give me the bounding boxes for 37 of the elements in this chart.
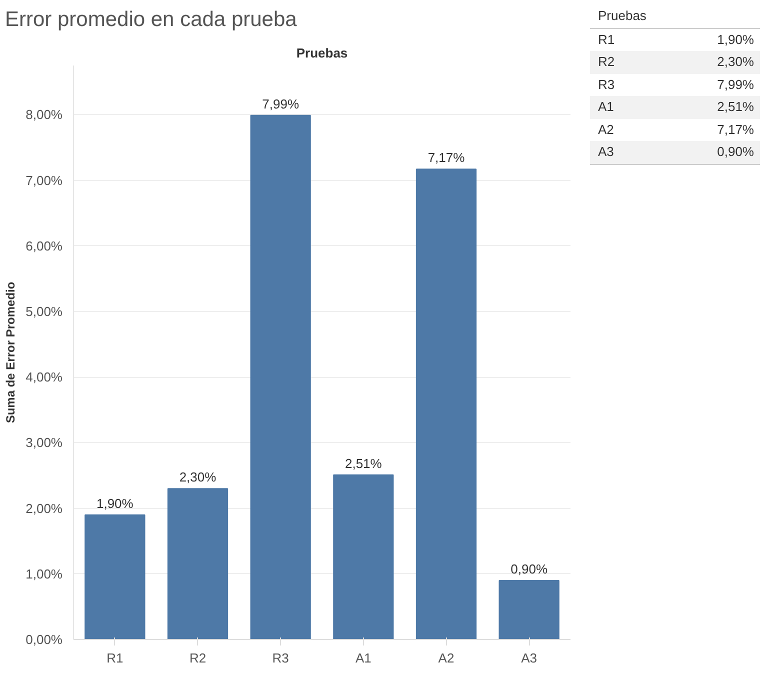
- y-tick-label: 4,00%: [26, 370, 63, 385]
- x-tick-label: A1: [355, 650, 372, 666]
- y-tick-label: 8,00%: [26, 107, 63, 122]
- x-axis-title: Pruebas: [296, 46, 348, 60]
- data-label: 2,30%: [179, 470, 217, 485]
- x-tick-label: R1: [106, 650, 124, 666]
- data-label: 1,90%: [96, 496, 134, 511]
- category-label: A1: [598, 99, 614, 114]
- x-tick-label: A3: [521, 650, 538, 666]
- text: 1,90%: [717, 32, 754, 47]
- data-label: 0,90%: [510, 561, 548, 576]
- data-label: 7,99%: [262, 96, 300, 112]
- y-tick-label: 1,00%: [26, 566, 63, 582]
- y-tick-label: 7,00%: [26, 172, 63, 188]
- category-label: R2: [598, 54, 615, 70]
- y-tick-label: 5,00%: [26, 304, 63, 319]
- category-label: A2: [598, 122, 614, 137]
- data-label: 2,51%: [344, 456, 382, 471]
- text: 2,51%: [717, 99, 754, 114]
- y-tick-label: 3,00%: [26, 435, 63, 450]
- category-label: A3: [598, 144, 614, 160]
- text: 7,17%: [717, 122, 754, 137]
- text: 2,30%: [717, 54, 754, 70]
- category-label: R1: [598, 32, 615, 47]
- text: Pruebas: [598, 8, 646, 23]
- data-label: 7,17%: [428, 150, 466, 166]
- x-tick-label: A2: [438, 650, 454, 666]
- y-tick-label: 2,00%: [26, 500, 63, 516]
- y-tick-label: 6,00%: [26, 238, 63, 254]
- category-label: R3: [598, 76, 615, 92]
- y-axis-title: Suma de Error Promedio: [4, 282, 18, 424]
- text: 0,90%: [717, 144, 754, 160]
- chart-title: Error promedio en cada prueba: [5, 7, 297, 33]
- x-tick-label: R3: [272, 650, 289, 666]
- y-tick-label: 0,00%: [26, 632, 63, 647]
- text: 7,99%: [717, 76, 754, 92]
- x-tick-label: R2: [189, 650, 206, 666]
